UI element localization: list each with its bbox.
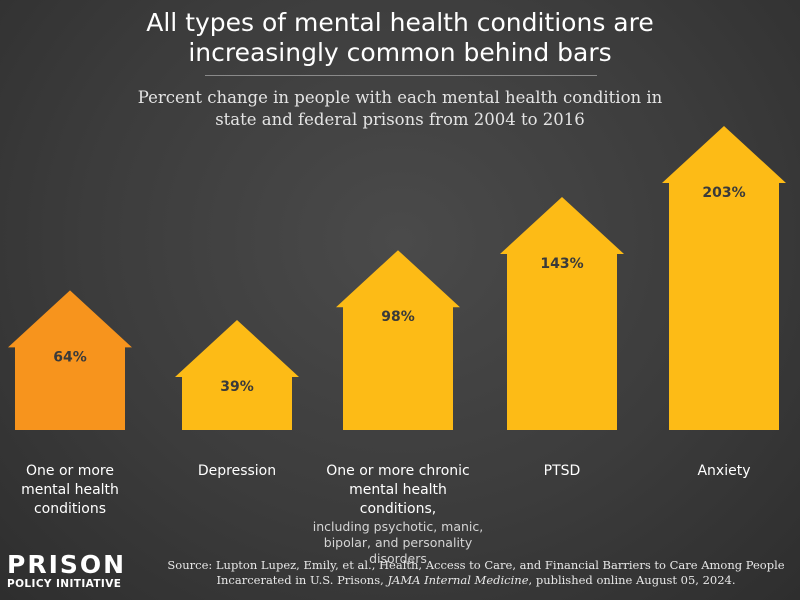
category-label-3-note: including psychotic, manic, bipolar, and… <box>312 519 484 566</box>
value-label-5: 203% <box>702 185 745 201</box>
category-label-5-text: Anxiety <box>697 463 751 479</box>
arrow-bar-1 <box>8 290 132 430</box>
category-label-1-text: One or more mental health conditions <box>21 463 119 517</box>
title-divider <box>205 75 597 76</box>
chart-subtitle: Percent change in people with each menta… <box>137 88 663 129</box>
category-label-3-text: One or more chronic mental health condit… <box>326 463 470 517</box>
value-label-2: 39% <box>220 379 254 395</box>
category-label-2-text: Depression <box>197 463 277 479</box>
logo-bottom-text: POLICY INITIATIVE <box>7 578 122 590</box>
chart-title: All types of mental health conditions ar… <box>146 8 654 67</box>
source-suffix: , published online August 05, 2024. <box>528 573 736 587</box>
prison-policy-initiative-logo: PRISON POLICY INITIATIVE <box>7 552 126 591</box>
source-prefix: Source: Lupton Lupez, Emily, et al., Hea… <box>167 558 785 587</box>
category-label-5: Anxiety <box>636 443 800 481</box>
arrow-bar-4 <box>500 196 624 430</box>
source-note: Source: Lupton Lupez, Emily, et al., Hea… <box>150 558 800 588</box>
value-label-1: 64% <box>53 349 87 365</box>
value-label-4: 143% <box>540 256 583 272</box>
source-journal: JAMA Internal Medicine <box>387 573 529 587</box>
arrow-bar-2 <box>175 320 299 430</box>
category-label-4: PTSD <box>474 443 650 481</box>
value-label-3: 98% <box>381 309 415 325</box>
logo-top-text: PRISON <box>7 550 127 579</box>
category-label-3: One or more chronic mental health condit… <box>310 443 486 586</box>
arrow-bar-5 <box>662 126 786 430</box>
category-label-1: One or more mental health conditions <box>0 443 158 519</box>
arrow-bar-3 <box>336 250 460 430</box>
category-label-4-text: PTSD <box>543 463 581 479</box>
category-label-2: Depression <box>149 443 325 481</box>
